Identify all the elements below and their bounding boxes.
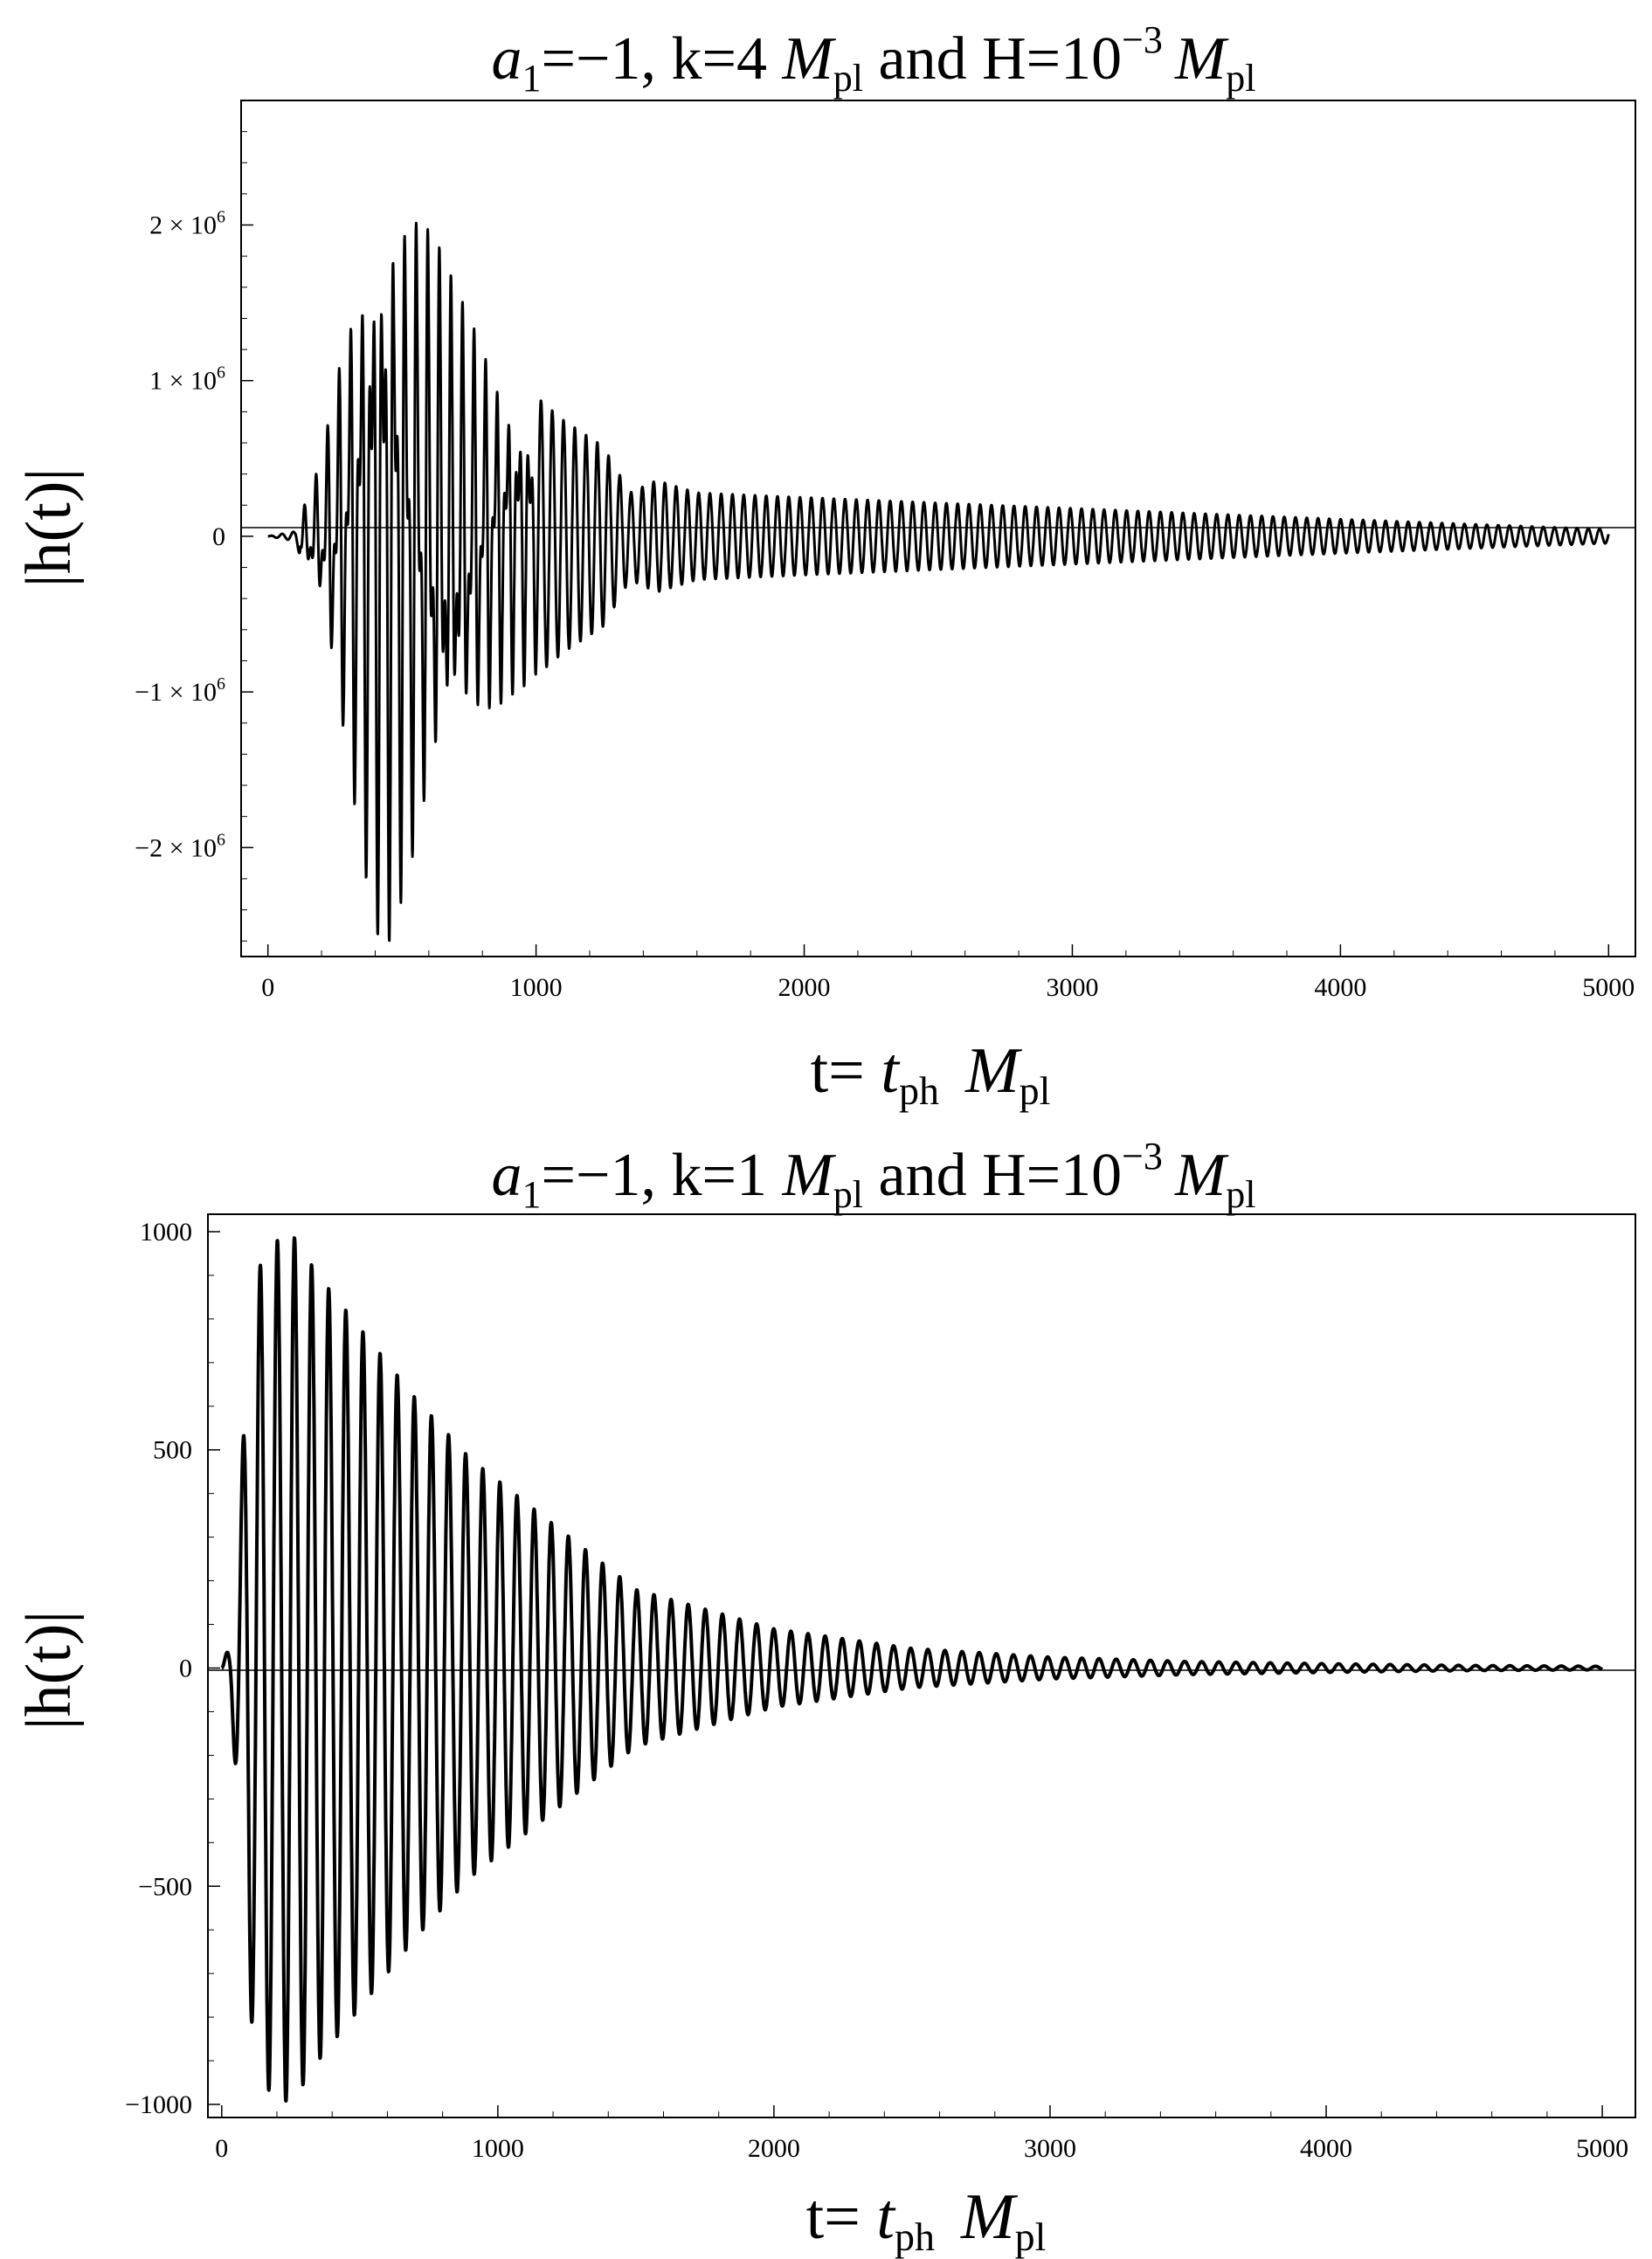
y-tick-label: −1 × 106 <box>135 674 225 707</box>
x-tick-label: 4000 <box>1314 973 1366 1002</box>
title-a-subscript: 1 <box>522 57 542 100</box>
x-tick-label: 2000 <box>778 973 831 1002</box>
y-tick-label: 500 <box>153 1436 192 1465</box>
y-tick-label: −1000 <box>125 2090 192 2119</box>
x-tick-label: 4000 <box>1300 2134 1352 2163</box>
title-m-subscript: pl <box>833 57 863 100</box>
x-axis-label-top: t= tph Mpl <box>811 1035 1051 1113</box>
title-m2-symbol: M <box>1174 25 1229 93</box>
x-label-m: M <box>960 2181 1019 2253</box>
title-a-equation: =−1, k=1 <box>542 1142 783 1209</box>
x-tick-label: 3000 <box>1024 2134 1076 2163</box>
title-m2-subscript: pl <box>1226 57 1255 100</box>
chart-top: a1=−1, k=4 Mpl and H=10−3 Mpl 0 1000 2000 30… <box>13 18 1636 1113</box>
title-middle: and H=10 <box>863 1142 1122 1209</box>
x-label-m-sub: pl <box>1015 2214 1047 2259</box>
title-a-subscript: 1 <box>522 1173 542 1216</box>
chart-top-title: a1=−1, k=4 Mpl and H=10−3 Mpl <box>492 18 1256 100</box>
ticks-top: 0 1000 2000 3000 4000 5000 2 × 106 1 × 106 0 −1 ×… <box>135 100 1635 1002</box>
x-tick-label: 0 <box>261 973 274 1002</box>
x-label-m-sub: pl <box>1020 1068 1051 1113</box>
x-label-t: t= <box>806 2181 877 2253</box>
y-axis-label-top: |h(t)| <box>13 468 85 587</box>
x-tick-label: 3000 <box>1046 973 1098 1002</box>
x-tick-label: 1000 <box>510 973 563 1002</box>
title-a-symbol: a <box>492 1142 522 1209</box>
y-tick-label: 1 × 106 <box>149 363 225 396</box>
x-tick-label: 0 <box>215 2134 228 2163</box>
x-axis-label-bottom: t= tph Mpl <box>806 2181 1047 2259</box>
y-tick-label: 2 × 106 <box>149 208 225 240</box>
plot-frame-bottom <box>207 1213 1636 2118</box>
title-middle: and H=10 <box>863 25 1122 93</box>
y-axis-label-bottom: |h(t)| <box>13 1611 85 1730</box>
title-exponent: −3 <box>1122 1135 1163 1178</box>
title-exponent: −3 <box>1122 18 1163 61</box>
x-label-tph-sub: ph <box>899 1068 939 1113</box>
y-tick-label: 0 <box>179 1654 192 1682</box>
plot-frame-top <box>240 100 1636 957</box>
x-tick-label: 2000 <box>748 2134 800 2163</box>
title-m2-symbol: M <box>1174 1142 1229 1209</box>
x-label-m: M <box>964 1035 1023 1107</box>
chart-bottom-title: a1=−1, k=1 Mpl and H=10−3 Mpl <box>492 1135 1256 1216</box>
y-tick-label: −2 × 106 <box>135 830 225 862</box>
title-m2-subscript: pl <box>1226 1173 1255 1216</box>
title-a-equation: =−1, k=4 <box>542 25 783 93</box>
title-m-symbol: M <box>781 25 836 93</box>
signal-line-bottom <box>220 1236 1604 2103</box>
x-tick-label: 5000 <box>1582 973 1635 1002</box>
x-label-t: t= <box>811 1035 881 1107</box>
y-tick-label: −500 <box>138 1872 192 1901</box>
title-a-symbol: a <box>492 25 522 93</box>
chart-bottom: a1=−1, k=1 Mpl and H=10−3 Mpl 0 1000 2000 30… <box>13 1135 1636 2259</box>
title-m-subscript: pl <box>833 1173 863 1216</box>
x-label-tph: t <box>876 2181 896 2253</box>
title-m-symbol: M <box>781 1142 836 1209</box>
x-tick-label: 5000 <box>1576 2134 1628 2163</box>
x-label-tph-sub: ph <box>895 2214 935 2259</box>
y-tick-label: 1000 <box>140 1218 192 1247</box>
x-tick-label: 1000 <box>472 2134 524 2163</box>
x-label-tph: t <box>881 1035 901 1107</box>
y-tick-label: 0 <box>212 522 225 551</box>
signal-line-top <box>266 221 1610 943</box>
